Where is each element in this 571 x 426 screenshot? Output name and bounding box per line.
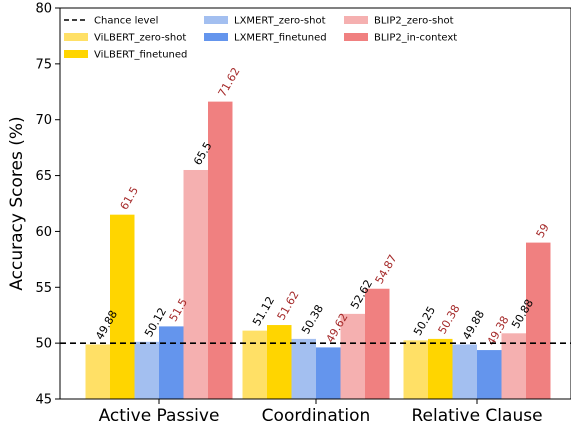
data-label: 51.12 <box>250 294 277 328</box>
x-category-label: Active Passive <box>99 406 220 426</box>
legend-label: BLIP2_in-context <box>374 33 457 44</box>
legend-swatch <box>204 16 228 24</box>
bar <box>208 101 233 399</box>
data-label: 54.87 <box>373 252 400 286</box>
bar <box>159 326 184 399</box>
legend-label: ViLBERT_finetuned <box>94 50 187 61</box>
bar <box>183 169 208 399</box>
x-category-label: Relative Clause <box>411 406 542 426</box>
data-label: 71.62 <box>216 65 243 99</box>
y-tick-label: 60 <box>35 225 52 240</box>
bar-layer <box>85 101 551 399</box>
legend-label: ViLBERT_zero-shot <box>94 33 186 44</box>
y-axis-label: Accuracy Scores (%) <box>7 116 27 290</box>
bar <box>526 242 551 399</box>
bar <box>477 350 502 399</box>
bar <box>340 313 365 399</box>
bar <box>291 338 316 399</box>
legend-label: Chance level <box>94 16 158 27</box>
data-label: 49.88 <box>460 308 487 342</box>
data-label: 59 <box>534 221 552 240</box>
bar <box>267 325 292 399</box>
legend-swatch <box>204 33 228 41</box>
y-tick-label: 45 <box>35 393 52 408</box>
bar <box>501 333 526 399</box>
legend: Chance level ViLBERT_zero-shot ViLBERT_fin… <box>64 16 457 61</box>
bar <box>403 340 428 399</box>
y-tick-label: 65 <box>35 169 52 184</box>
x-category-label: Coordination <box>262 406 371 426</box>
legend-swatch <box>64 33 88 41</box>
data-label: 61.5 <box>118 184 142 212</box>
data-label: 50.38 <box>436 303 463 337</box>
y-tick-label: 50 <box>35 337 52 352</box>
data-label-layer: 49.8861.550.1251.565.571.6251.1251.6250.… <box>93 65 552 347</box>
data-label: 50.25 <box>411 304 438 338</box>
data-label: 51.62 <box>275 289 302 323</box>
bar <box>110 214 135 399</box>
legend-swatch <box>64 50 88 58</box>
bar <box>242 330 267 399</box>
y-tick-label: 55 <box>35 281 52 296</box>
y-tick-label: 75 <box>35 57 52 72</box>
legend-swatch <box>344 33 368 41</box>
bar <box>134 341 159 399</box>
bar <box>316 347 341 399</box>
bar <box>452 344 477 399</box>
legend-swatch <box>344 16 368 24</box>
bar <box>85 344 110 399</box>
legend-label: LXMERT_zero-shot <box>234 16 326 27</box>
bar <box>428 338 453 399</box>
y-axis: 45 50 55 60 65 70 75 80 <box>35 2 60 408</box>
y-tick-label: 70 <box>35 113 52 128</box>
y-tick-label: 80 <box>35 2 52 17</box>
x-axis: Active Passive Coordination Relative Claus… <box>99 399 543 426</box>
legend-label: LXMERT_finetuned <box>234 33 327 44</box>
data-label: 50.38 <box>299 303 326 337</box>
legend-label: BLIP2_zero-shot <box>374 16 454 27</box>
